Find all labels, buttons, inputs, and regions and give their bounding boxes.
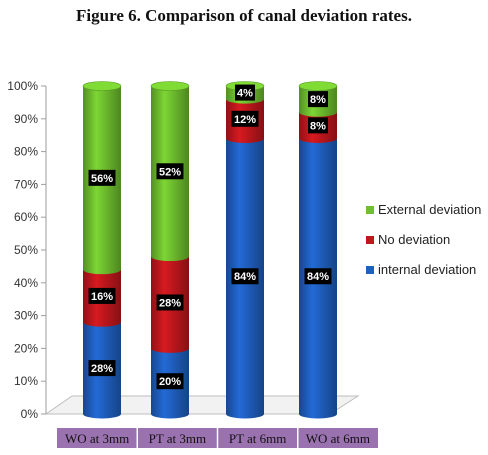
legend-swatch (366, 266, 374, 274)
category-label-wo-at-6mm: WO at 6mm (306, 431, 370, 446)
legend-swatch (366, 206, 374, 214)
legend-swatch (366, 236, 374, 244)
legend-item-internal-deviation: internal deviation (366, 262, 476, 277)
data-label-text: 84% (234, 271, 256, 283)
legend-label: No deviation (378, 232, 450, 247)
data-label-text: 8% (310, 120, 326, 132)
data-label-internal-deviation-pt-at-6mm: 84% (231, 268, 259, 285)
bar-wo-at-6mm: 84% 8% 8% (298, 81, 338, 419)
data-label-internal-deviation-wo-at-3mm: 28% (88, 360, 116, 377)
data-label-no-deviation-pt-at-3mm: 28% (156, 294, 184, 311)
data-label-text: 12% (234, 114, 256, 126)
data-label-text: 16% (91, 291, 113, 303)
bar-group: 28% 16% 56% 20% 28% 52% 84% 12% 4% 84% 8% 8% (82, 81, 338, 419)
category-label-pt-at-6mm: PT at 6mm (229, 431, 287, 446)
y-tick-label: 20% (14, 341, 38, 355)
bar-top-cap (298, 81, 338, 91)
category-label-wo-at-3mm: WO at 3mm (65, 431, 129, 446)
legend: External deviation No deviation internal d… (366, 202, 481, 277)
y-tick-label: 100% (7, 79, 38, 93)
y-tick-label: 90% (14, 112, 38, 126)
data-label-text: 20% (159, 376, 181, 388)
y-tick-label: 70% (14, 177, 38, 191)
data-label-external-deviation-wo-at-6mm: 8% (308, 91, 328, 108)
data-label-text: 4% (237, 88, 253, 100)
y-tick-label: 80% (14, 145, 38, 159)
data-label-external-deviation-pt-at-6mm: 4% (235, 84, 255, 101)
chart-title: Figure 6. Comparison of canal deviation … (76, 6, 412, 25)
legend-item-no-deviation: No deviation (366, 232, 450, 247)
category-axis: WO at 3mm PT at 3mm PT at 6mm WO at 6mm (57, 428, 378, 448)
data-label-no-deviation-pt-at-6mm: 12% (231, 110, 259, 127)
y-tick-label: 0% (21, 407, 39, 421)
data-label-external-deviation-pt-at-3mm: 52% (156, 163, 184, 180)
data-label-text: 56% (91, 173, 113, 185)
data-label-text: 84% (307, 271, 329, 283)
data-label-text: 52% (159, 166, 181, 178)
data-label-no-deviation-wo-at-6mm: 8% (308, 117, 328, 134)
data-label-external-deviation-wo-at-3mm: 56% (88, 169, 116, 186)
bar-pt-at-3mm: 20% 28% 52% (150, 81, 190, 419)
bar-pt-at-6mm: 84% 12% 4% (225, 81, 265, 419)
bar-wo-at-3mm: 28% 16% 56% (82, 81, 122, 419)
y-tick-label: 50% (14, 243, 38, 257)
data-label-text: 8% (310, 94, 326, 106)
y-tick-label: 40% (14, 276, 38, 290)
y-tick-label: 10% (14, 374, 38, 388)
legend-label: internal deviation (378, 262, 476, 277)
data-label-no-deviation-wo-at-3mm: 16% (88, 287, 116, 304)
category-label-pt-at-3mm: PT at 3mm (149, 431, 207, 446)
data-label-text: 28% (91, 363, 113, 375)
legend-label: External deviation (378, 202, 481, 217)
y-tick-label: 60% (14, 210, 38, 224)
y-tick-label: 30% (14, 309, 38, 323)
data-label-internal-deviation-pt-at-3mm: 20% (156, 373, 184, 390)
legend-item-external-deviation: External deviation (366, 202, 481, 217)
data-label-internal-deviation-wo-at-6mm: 84% (304, 268, 332, 285)
bar-top-cap (82, 81, 122, 91)
data-label-text: 28% (159, 297, 181, 309)
y-axis: 0% 10% 20% 30% 40% 50% 60% 70% 80% 90% 100% (7, 79, 47, 421)
bar-top-cap (150, 81, 190, 91)
